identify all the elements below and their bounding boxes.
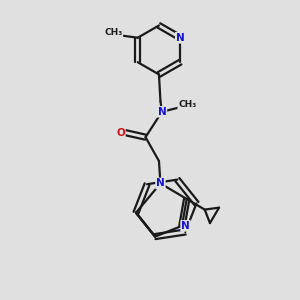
Text: N: N	[158, 107, 166, 117]
Text: N: N	[181, 221, 190, 231]
Text: O: O	[116, 128, 125, 138]
Text: CH₃: CH₃	[178, 100, 196, 109]
Text: N: N	[156, 178, 165, 188]
Text: N: N	[176, 33, 184, 43]
Text: CH₃: CH₃	[104, 28, 122, 37]
